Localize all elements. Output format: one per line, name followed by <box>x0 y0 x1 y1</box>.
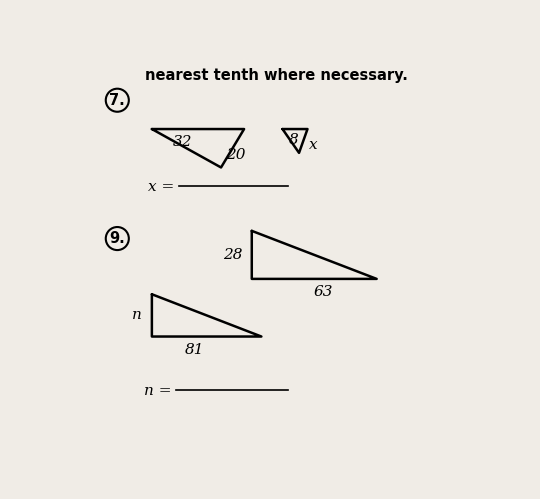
Text: nearest tenth where necessary.: nearest tenth where necessary. <box>145 68 408 83</box>
Text: n: n <box>132 307 141 322</box>
Text: 9.: 9. <box>110 231 125 246</box>
Text: 28: 28 <box>222 248 242 262</box>
Text: 7.: 7. <box>110 93 125 108</box>
Text: 63: 63 <box>313 284 333 299</box>
Text: 32: 32 <box>173 135 192 149</box>
Text: n =: n = <box>144 384 172 398</box>
Text: x: x <box>309 138 318 152</box>
Text: x =: x = <box>148 180 174 194</box>
Text: 81: 81 <box>184 343 204 357</box>
Text: 20: 20 <box>226 149 246 163</box>
Text: 8: 8 <box>289 133 299 147</box>
